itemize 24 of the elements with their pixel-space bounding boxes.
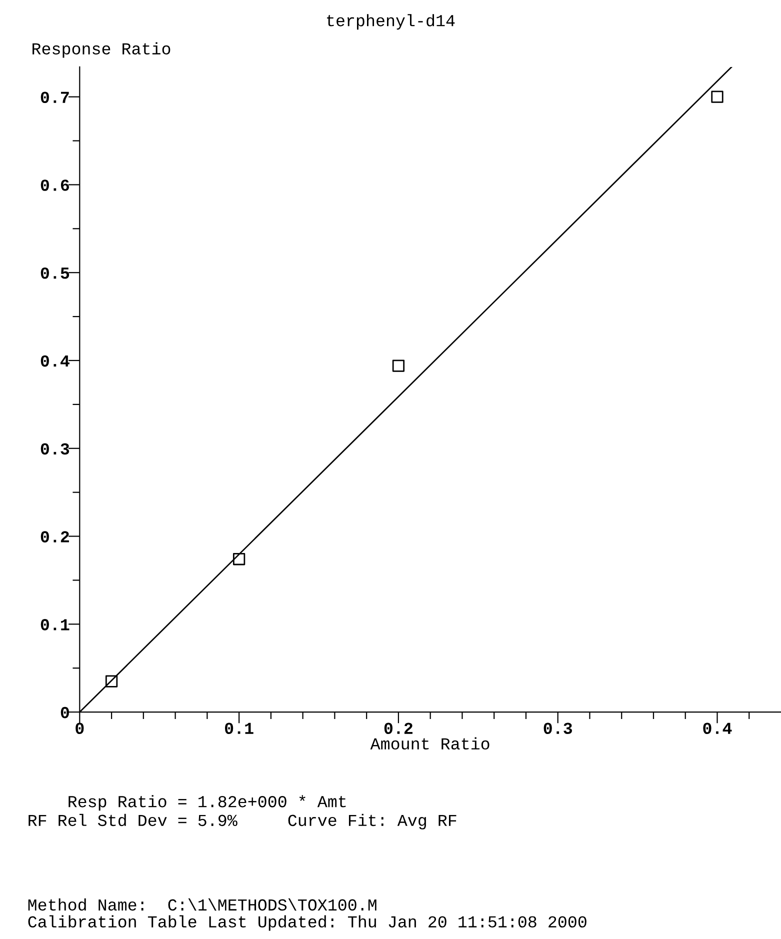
- text: Resp Ratio = 1.82e+000 * Amt: [68, 795, 346, 811]
- point: [232, 553, 246, 566]
- y-tick-label: 0.4: [40, 355, 70, 367]
- point: [392, 360, 405, 372]
- chart-title: terphenyl-d14: [327, 14, 455, 30]
- y-tick-label: 0.3: [40, 443, 70, 455]
- text: Method Name: C:\1\METHODS\TOX100.M: [28, 898, 376, 911]
- x-tick-label: 0.2: [384, 722, 412, 734]
- y-tick-label: 0.2: [40, 531, 69, 542]
- point: [711, 90, 724, 103]
- point: [105, 675, 118, 688]
- y-axis-title: Response Ratio: [32, 42, 170, 58]
- y-tick-label: 0.1: [40, 619, 70, 630]
- y-tick-label: 0.5: [40, 268, 70, 279]
- x-tick-label: 0: [76, 722, 84, 734]
- y-tick-label: 0: [60, 706, 69, 718]
- y-tick-label: 0.7: [40, 92, 69, 104]
- x-tick-label: 0.1: [225, 722, 254, 734]
- x-axis-title: Amount Ratio: [370, 737, 490, 750]
- text: RF Rel Std Dev = 5.9% Curve Fit: Avg RF: [28, 814, 456, 830]
- x-tick-label: 0.4: [703, 722, 732, 734]
- x-tick-label: 0.3: [544, 722, 572, 734]
- text: Calibration Table Last Updated: Thu Jan 20 11:51:08 2000: [28, 915, 586, 931]
- y-tick-label: 0.6: [40, 180, 70, 191]
